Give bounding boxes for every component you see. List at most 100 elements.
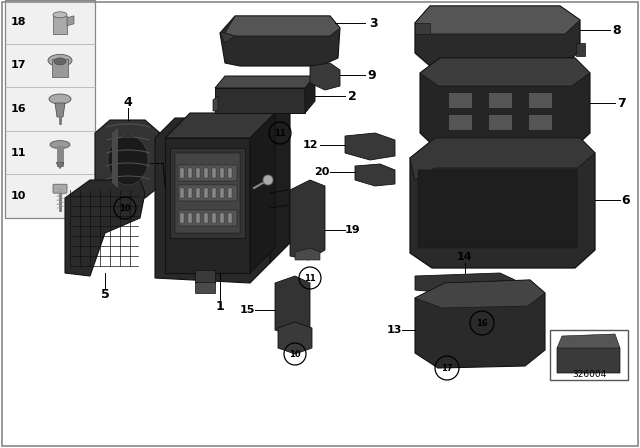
Polygon shape <box>576 43 585 56</box>
Polygon shape <box>180 213 184 223</box>
Text: 11: 11 <box>10 147 26 158</box>
Text: 7: 7 <box>616 96 625 109</box>
Text: 17: 17 <box>10 60 26 70</box>
Ellipse shape <box>49 94 71 104</box>
Polygon shape <box>250 113 275 273</box>
Polygon shape <box>220 213 224 223</box>
Polygon shape <box>196 188 200 198</box>
Polygon shape <box>448 114 472 130</box>
Text: 15: 15 <box>239 305 255 315</box>
Text: 13: 13 <box>387 325 402 335</box>
Text: 18: 18 <box>10 17 26 27</box>
Polygon shape <box>305 76 315 113</box>
FancyBboxPatch shape <box>52 60 68 78</box>
Polygon shape <box>275 276 310 336</box>
FancyBboxPatch shape <box>5 0 95 218</box>
Polygon shape <box>212 188 216 198</box>
Polygon shape <box>420 58 590 150</box>
Polygon shape <box>112 128 118 188</box>
Polygon shape <box>155 118 270 283</box>
Polygon shape <box>410 138 595 268</box>
Polygon shape <box>95 120 160 200</box>
Text: 16: 16 <box>10 104 26 114</box>
Polygon shape <box>228 188 232 198</box>
Ellipse shape <box>54 58 66 65</box>
Polygon shape <box>204 168 208 178</box>
Polygon shape <box>310 63 340 90</box>
Polygon shape <box>212 213 216 223</box>
Text: 4: 4 <box>124 95 132 108</box>
Polygon shape <box>410 138 595 180</box>
Polygon shape <box>415 280 545 308</box>
Polygon shape <box>415 273 515 298</box>
Polygon shape <box>488 114 512 130</box>
Polygon shape <box>228 168 232 178</box>
Polygon shape <box>188 168 192 178</box>
Polygon shape <box>220 33 235 43</box>
Polygon shape <box>270 98 290 263</box>
Polygon shape <box>195 282 215 293</box>
Ellipse shape <box>50 141 70 149</box>
Polygon shape <box>528 92 552 108</box>
Polygon shape <box>528 114 552 130</box>
Text: 11: 11 <box>274 129 286 138</box>
Polygon shape <box>178 185 237 201</box>
Polygon shape <box>212 168 216 178</box>
Text: 10: 10 <box>10 191 26 201</box>
Polygon shape <box>213 96 218 111</box>
Polygon shape <box>488 92 512 108</box>
FancyBboxPatch shape <box>550 330 628 380</box>
FancyBboxPatch shape <box>53 184 67 193</box>
Polygon shape <box>228 213 232 223</box>
Polygon shape <box>290 180 325 260</box>
Text: 10: 10 <box>119 203 131 212</box>
Polygon shape <box>55 103 65 117</box>
Text: 12: 12 <box>302 140 317 150</box>
Polygon shape <box>220 168 224 178</box>
Text: 20: 20 <box>314 167 330 177</box>
Polygon shape <box>178 165 237 181</box>
Text: 19: 19 <box>345 225 361 235</box>
Text: 326004: 326004 <box>572 370 606 379</box>
Ellipse shape <box>53 12 67 18</box>
Polygon shape <box>278 322 312 354</box>
Polygon shape <box>215 76 315 88</box>
Polygon shape <box>215 88 305 113</box>
Polygon shape <box>415 23 430 34</box>
Polygon shape <box>195 270 215 283</box>
Ellipse shape <box>108 135 148 185</box>
Text: 5: 5 <box>100 288 109 301</box>
Polygon shape <box>204 213 208 223</box>
Polygon shape <box>188 188 192 198</box>
Polygon shape <box>415 280 545 368</box>
Text: 8: 8 <box>612 23 621 36</box>
Polygon shape <box>225 16 340 36</box>
Text: 11: 11 <box>304 273 316 283</box>
Polygon shape <box>196 213 200 223</box>
Polygon shape <box>180 188 184 198</box>
Circle shape <box>263 175 273 185</box>
Text: 14: 14 <box>457 252 473 262</box>
Polygon shape <box>196 168 200 178</box>
FancyBboxPatch shape <box>53 16 67 34</box>
Text: 10: 10 <box>289 349 301 358</box>
Polygon shape <box>180 168 184 178</box>
Text: 17: 17 <box>441 363 453 372</box>
Polygon shape <box>65 180 145 276</box>
Text: 2: 2 <box>348 90 356 103</box>
Polygon shape <box>557 340 620 373</box>
Text: 16: 16 <box>476 319 488 327</box>
Polygon shape <box>295 248 320 260</box>
Text: 9: 9 <box>368 69 376 82</box>
Polygon shape <box>418 170 577 248</box>
Polygon shape <box>220 16 340 66</box>
Polygon shape <box>188 213 192 223</box>
Polygon shape <box>220 188 224 198</box>
Polygon shape <box>557 334 620 348</box>
Polygon shape <box>345 133 395 160</box>
Polygon shape <box>165 113 275 138</box>
Polygon shape <box>56 163 64 168</box>
Polygon shape <box>415 6 580 34</box>
Polygon shape <box>175 153 240 233</box>
Ellipse shape <box>48 54 72 66</box>
